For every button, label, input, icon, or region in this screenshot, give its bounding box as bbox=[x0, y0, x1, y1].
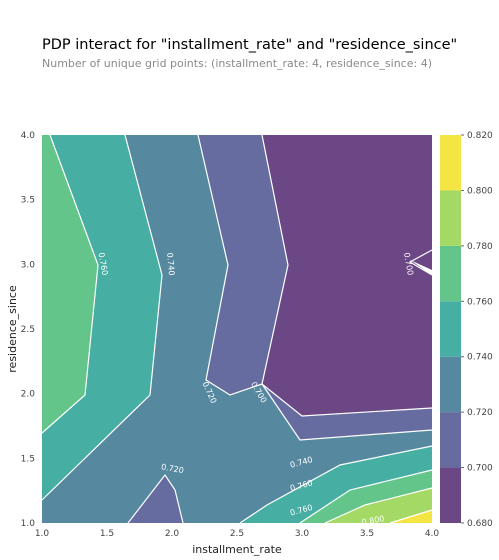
contour-value-label: 0.740 bbox=[165, 252, 176, 276]
y-tick-label: 2.0 bbox=[21, 390, 36, 400]
colorbar-tick-label: 0.760 bbox=[467, 297, 493, 307]
contour-band-0.78-0.80-bottom bbox=[325, 488, 432, 523]
y-axis-ticks: 1.0 1.5 2.0 2.5 3.0 3.5 4.0 bbox=[21, 131, 36, 529]
chart-subtitle: Number of unique grid points: (installme… bbox=[42, 57, 432, 70]
contour-line-0.74 bbox=[41, 134, 163, 501]
colorbar-tick-label: 0.780 bbox=[467, 242, 493, 252]
x-tick-label: 1.5 bbox=[100, 529, 114, 539]
y-tick-label: 3.5 bbox=[21, 196, 35, 206]
contour-line-0.78-low bbox=[324, 487, 433, 524]
colorbar-segment bbox=[440, 356, 461, 413]
contour-band-0.74-0.76 bbox=[42, 135, 162, 500]
contour-band-0.72-0.74 bbox=[42, 135, 432, 523]
y-tick-label: 3.0 bbox=[21, 260, 36, 270]
contour-line-0.76 bbox=[41, 134, 99, 434]
contour-line-0.72-low bbox=[127, 473, 184, 524]
colorbar-segment bbox=[440, 135, 461, 191]
colorbar-segment bbox=[440, 467, 461, 523]
colorbar-tick-label: 0.680 bbox=[467, 519, 493, 529]
contour-band-0.74-0.76-bottom bbox=[240, 446, 432, 523]
contour-line-0.80-low bbox=[389, 509, 433, 524]
colorbar bbox=[440, 135, 461, 523]
x-axis-label: installment_rate bbox=[192, 543, 282, 556]
y-tick-label: 4.0 bbox=[21, 131, 36, 141]
x-tick-label: 3.0 bbox=[295, 529, 310, 539]
contour-line-0.76-low bbox=[299, 469, 433, 524]
y-tick-label: 1.0 bbox=[21, 519, 36, 529]
y-tick-label: 1.5 bbox=[21, 454, 35, 464]
contour-line-0.70-right bbox=[408, 249, 433, 276]
contour-band-0.76-0.78-bottom bbox=[300, 470, 432, 523]
colorbar-segment bbox=[440, 190, 461, 246]
colorbar-segment bbox=[440, 245, 461, 302]
contour-value-label: 0.720 bbox=[160, 462, 184, 475]
colorbar-tick-label: 0.740 bbox=[467, 353, 493, 363]
y-axis-label: residence_since bbox=[6, 285, 19, 373]
chart-title: PDP interact for "installment_rate" and … bbox=[42, 37, 457, 53]
x-tick-label: 4.0 bbox=[425, 529, 440, 539]
y-tick-label: 2.5 bbox=[21, 325, 35, 335]
colorbar-tick-label: 0.800 bbox=[467, 186, 493, 196]
contour-band-0.68-0.70 bbox=[262, 135, 432, 416]
contour-value-label: 0.760 bbox=[97, 252, 110, 276]
colorbar-segment bbox=[440, 412, 461, 468]
colorbar-tick-label: 0.820 bbox=[467, 131, 493, 141]
x-tick-label: 2.0 bbox=[165, 529, 180, 539]
contour-band-0.76-0.78 bbox=[42, 135, 98, 433]
contour-line-0.70 bbox=[261, 134, 433, 417]
contour-band-0.70-0.72 bbox=[198, 135, 432, 440]
contour-line-0.72 bbox=[197, 134, 433, 441]
colorbar-tick-label: 0.700 bbox=[467, 464, 493, 474]
colorbar-ticks: 0.680 0.700 0.720 0.740 0.760 0.780 0.800 0.820 bbox=[461, 131, 493, 529]
contour-line-0.74-low bbox=[239, 445, 433, 524]
contour-value-label: 0.800 bbox=[361, 514, 385, 527]
x-axis-ticks: 1.0 1.5 2.0 2.5 3.0 3.5 4.0 bbox=[35, 529, 440, 539]
colorbar-segment bbox=[440, 301, 461, 357]
colorbar-tick-label: 0.720 bbox=[467, 408, 493, 418]
x-tick-label: 3.5 bbox=[360, 529, 374, 539]
contour-band-0.72-0.70-low bbox=[128, 475, 183, 523]
x-tick-label: 1.0 bbox=[35, 529, 50, 539]
contour-value-label: 0.700 bbox=[402, 252, 415, 276]
x-tick-label: 2.5 bbox=[230, 529, 244, 539]
